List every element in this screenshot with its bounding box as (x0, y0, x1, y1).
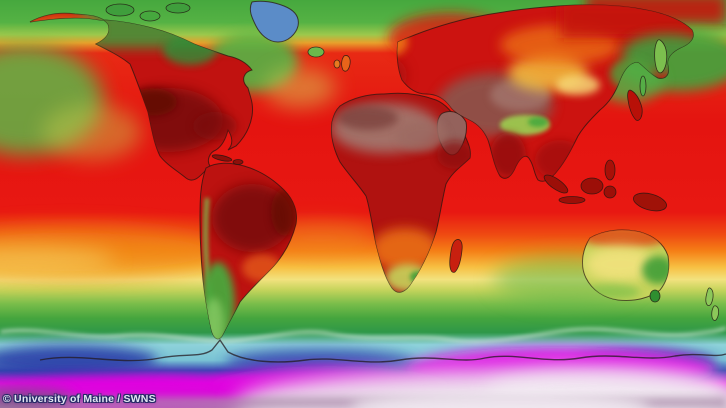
sahara-maroon-mottle (338, 106, 398, 130)
southeast-australia-green (642, 256, 669, 284)
new-zealand-south-island (711, 305, 720, 321)
north-australia-warm (582, 230, 669, 248)
japan-islands (627, 89, 643, 121)
central-australia-pale-yellow (585, 246, 655, 282)
horn-of-africa-dark (437, 141, 471, 169)
hispaniola-island (232, 159, 244, 165)
tibet-green-core (528, 117, 548, 127)
east-pacific-yellow-core (0, 246, 115, 274)
antarctic-zone (0, 326, 726, 408)
new-zealand-north-island (705, 287, 714, 306)
tasmania-island (649, 289, 661, 303)
iceland-island (307, 46, 325, 58)
cuba-island (211, 154, 233, 162)
philippines-islands (604, 159, 616, 181)
arctic-island-2 (139, 10, 161, 22)
antarctic-blue-patch-west (0, 345, 158, 375)
east-sahara-pale (396, 121, 448, 151)
polar-purple-corner-west (0, 387, 73, 408)
java-island (558, 196, 586, 204)
southern-africa-orange (370, 228, 440, 272)
subantarctic-white-contour (0, 326, 726, 343)
kamchatka-peninsula (654, 39, 668, 74)
antarctic-coastline (39, 338, 726, 363)
attribution-watermark: © University of Maine / SWNS (3, 393, 156, 405)
southeast-us-heat (193, 112, 237, 140)
north-pacific-yellow-fringe (42, 104, 142, 160)
islands (105, 2, 720, 321)
britain-island (341, 55, 351, 72)
borneo-island (580, 177, 604, 195)
sumatra-island (543, 174, 569, 194)
amazon-heat-core (212, 184, 292, 252)
sakhalin-island (639, 75, 647, 97)
atlantic-yellow-fringe (264, 68, 336, 108)
arctic-island-1 (105, 3, 135, 17)
siberia-pale-yellow (556, 75, 600, 95)
sulawesi-island (603, 185, 617, 199)
new-guinea-island (633, 192, 667, 212)
antarctic-bottom-pale-core (350, 392, 650, 408)
arctic-island-3 (165, 2, 191, 14)
ireland-island (333, 59, 341, 69)
madagascar-island (449, 239, 463, 273)
